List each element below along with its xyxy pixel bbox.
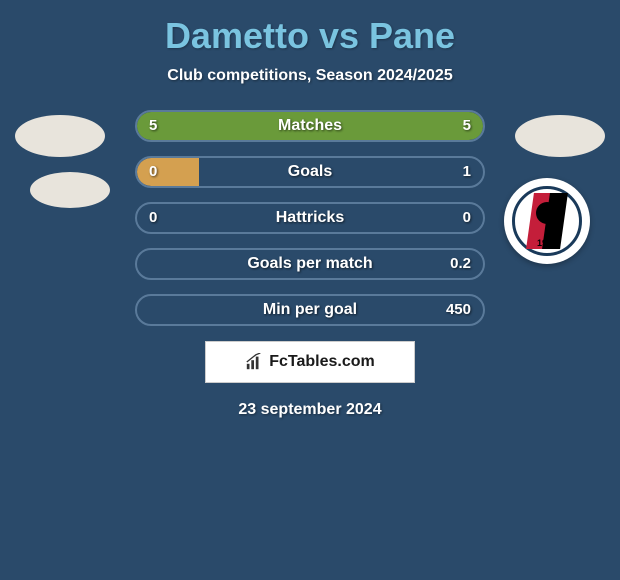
subtitle: Club competitions, Season 2024/2025 xyxy=(0,67,620,110)
crest-year: 1919 xyxy=(512,238,582,248)
stat-label: Goals per match xyxy=(137,250,483,278)
stat-value-right: 1 xyxy=(463,158,471,186)
chart-icon xyxy=(245,353,263,371)
stat-value-right: 0.2 xyxy=(450,250,471,278)
stat-row: Min per goal450 xyxy=(135,294,485,326)
stat-value-right: 450 xyxy=(446,296,471,324)
date-text: 23 september 2024 xyxy=(0,401,620,419)
stat-row: 0Goals1 xyxy=(135,156,485,188)
stat-label: Hattricks xyxy=(137,204,483,232)
stat-row: Goals per match0.2 xyxy=(135,248,485,280)
badge-right-club-1 xyxy=(515,115,605,157)
badge-right-club-2: 1919 xyxy=(504,178,590,264)
stat-label: Min per goal xyxy=(137,296,483,324)
stat-label: Matches xyxy=(137,112,483,140)
stat-label: Goals xyxy=(137,158,483,186)
badge-left-club-2 xyxy=(30,172,110,208)
stats-container: 5Matches50Goals10Hattricks0Goals per mat… xyxy=(135,110,485,326)
page-title: Dametto vs Pane xyxy=(0,0,620,67)
brand-label: FcTables.com xyxy=(269,353,375,371)
brand-box: FcTables.com xyxy=(205,341,415,383)
stat-row: 5Matches5 xyxy=(135,110,485,142)
stat-row: 0Hattricks0 xyxy=(135,202,485,234)
club-crest-icon: 1919 xyxy=(512,186,582,256)
badge-left-club-1 xyxy=(15,115,105,157)
stat-value-right: 5 xyxy=(463,112,471,140)
stat-value-right: 0 xyxy=(463,204,471,232)
